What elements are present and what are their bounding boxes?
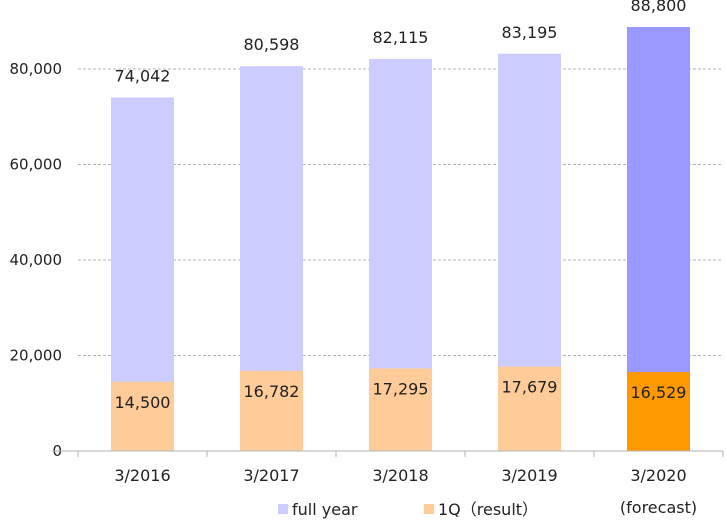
data-labels: 74,042 14,500 80,598 16,782 82,115 17,295 83,1…: [115, 0, 687, 412]
x-tick-label-3-2019: 3/2019: [501, 466, 557, 485]
data-label-1q-3-2019: 17,679: [502, 378, 558, 397]
bars: [111, 27, 690, 452]
bar-1q-result-3-2020: [627, 372, 690, 451]
bar-1q-result-3-2018: [369, 368, 432, 451]
x-tick-label-3-2017: 3/2017: [243, 466, 299, 485]
legend-swatch-full-year: [278, 504, 288, 514]
bar-1q-result-3-2017: [240, 370, 303, 451]
x-tick-sublabel-3-2020: (forecast): [620, 498, 697, 517]
data-label-1q-3-2020: 16,529: [631, 383, 687, 402]
legend-label-1q-result: 1Q（result）: [438, 500, 538, 519]
legend-label-full-year: full year: [292, 500, 358, 519]
y-tick-label-20000: 20,000: [10, 347, 63, 365]
y-tick-label-60000: 60,000: [10, 156, 63, 174]
data-label-full-year-3-2018: 82,115: [373, 28, 429, 47]
bar-1q-result-3-2019: [498, 366, 561, 451]
data-label-full-year-3-2016: 74,042: [115, 66, 171, 85]
x-tick-label-3-2018: 3/2018: [372, 466, 428, 485]
y-tick-label-40000: 40,000: [10, 251, 63, 269]
x-tick-label-3-2020: 3/2020: [630, 466, 686, 485]
bar-1q-result-3-2016: [111, 381, 174, 451]
data-label-full-year-3-2020: 88,800: [631, 0, 687, 15]
x-tick-label-3-2016: 3/2016: [114, 466, 170, 485]
data-label-1q-3-2017: 16,782: [244, 382, 300, 401]
y-tick-label-80000: 80,000: [10, 60, 63, 78]
data-label-1q-3-2018: 17,295: [373, 379, 429, 398]
data-label-full-year-3-2019: 83,195: [502, 23, 558, 42]
data-label-full-year-3-2017: 80,598: [244, 35, 300, 54]
data-label-1q-3-2016: 14,500: [115, 393, 171, 412]
legend-swatch-1q-result: [424, 504, 434, 514]
legend: full year 1Q（result）: [278, 500, 538, 519]
